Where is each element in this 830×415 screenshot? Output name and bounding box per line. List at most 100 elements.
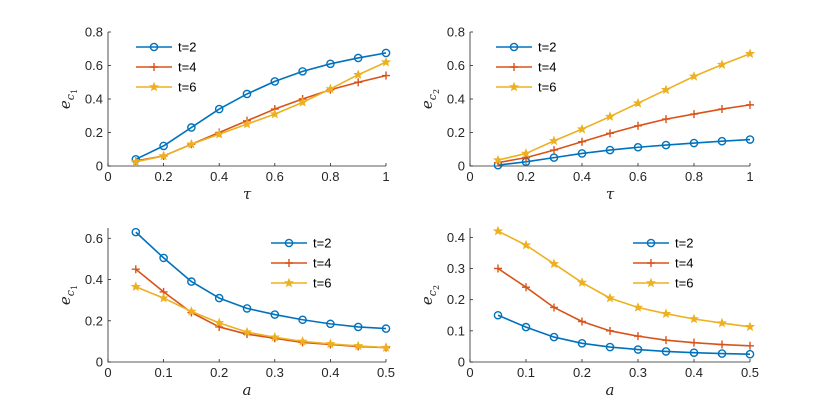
- data-point: [716, 317, 728, 328]
- data-point: [577, 339, 587, 348]
- series-line: [497, 53, 751, 161]
- legend-label: t=6: [313, 276, 331, 291]
- data-point: [354, 78, 363, 87]
- x-tick-label: 0.5: [741, 365, 759, 380]
- x-tick-label: 0.8: [685, 169, 703, 184]
- y-tick-label: 0.6: [85, 58, 103, 73]
- legend-box: [627, 234, 701, 294]
- x-tick-label: 0.2: [573, 365, 591, 380]
- x-axis-label: τ: [243, 185, 252, 203]
- data-point: [717, 349, 727, 358]
- y-tick-label: 0.2: [85, 125, 103, 140]
- data-point: [604, 111, 616, 121]
- legend: t=2 t=4 t=6: [627, 234, 701, 294]
- data-point: [159, 141, 168, 151]
- data-point: [241, 118, 253, 129]
- data-point: [158, 150, 169, 161]
- y-tick-label: 0.8: [447, 25, 465, 40]
- legend-marker: [283, 277, 295, 288]
- data-point: [326, 59, 335, 69]
- x-axis-label: a: [606, 381, 615, 399]
- data-point: [688, 313, 700, 324]
- series-t=4: [494, 264, 754, 350]
- x-tick-label: 0.1: [155, 365, 173, 380]
- data-point: [718, 105, 726, 114]
- legend-box: [490, 38, 564, 98]
- series-line: [135, 268, 387, 349]
- data-point: [604, 292, 616, 303]
- x-tick-label: 0: [466, 365, 473, 380]
- data-point: [605, 342, 615, 352]
- data-point: [353, 322, 363, 332]
- series-t=6: [492, 48, 756, 165]
- legend-label: t=4: [675, 256, 693, 271]
- data-point: [269, 108, 280, 119]
- data-point: [297, 97, 308, 107]
- series-t=4: [494, 100, 754, 167]
- data-point: [353, 69, 364, 80]
- subplot-1: 0 0.2 0.4 0.6 0.8 1 0 0.2 0.4 0.6 0.8 τ ec1 t=2 t=4 t=6: [56, 25, 392, 203]
- data-point: [297, 336, 308, 346]
- x-tick-label: 0.3: [266, 365, 284, 380]
- data-point: [186, 138, 197, 149]
- subplot-4: 0 0.1 0.2 0.3 0.4 0.500.10.20.30.4aec2t=2t=4t…: [418, 225, 759, 399]
- legend-marker: [510, 63, 518, 71]
- legend-box: [130, 38, 204, 98]
- legend-label: t=2: [538, 40, 556, 55]
- data-point: [214, 128, 225, 139]
- data-point: [520, 148, 532, 158]
- data-point: [494, 264, 502, 273]
- data-point: [548, 258, 560, 269]
- legend-label: t=4: [538, 60, 556, 75]
- axes-lines: [107, 228, 386, 363]
- data-point: [381, 324, 391, 333]
- series-line: [135, 52, 387, 161]
- data-point: [717, 136, 727, 146]
- y-tick-label: 0.4: [447, 230, 465, 245]
- series-t=6: [130, 281, 392, 352]
- data-point: [550, 146, 558, 155]
- data-point: [241, 326, 253, 337]
- x-tick-label: 0.8: [321, 169, 339, 184]
- data-point: [688, 71, 700, 81]
- data-point: [214, 317, 225, 328]
- x-tick-label: 0.1: [517, 365, 535, 380]
- data-point: [605, 145, 615, 155]
- data-point: [214, 104, 224, 114]
- series-line: [135, 231, 387, 330]
- legend-marker: [148, 81, 160, 92]
- data-point: [578, 317, 586, 326]
- x-axis-label: τ: [606, 185, 615, 203]
- legend-label: t=6: [538, 80, 556, 95]
- y-tick-label: 0.6: [85, 231, 103, 246]
- legend-label: t=4: [313, 256, 331, 271]
- series-t=2: [131, 227, 391, 333]
- x-tick-label: 0: [104, 365, 111, 380]
- y-tick-label: 0.2: [447, 125, 465, 140]
- data-point: [270, 77, 280, 86]
- legend-marker: [508, 81, 520, 92]
- legend-marker: [645, 277, 657, 288]
- data-point: [606, 129, 614, 138]
- legend: t=2 t=4 t=6: [265, 234, 339, 294]
- data-point: [744, 48, 756, 59]
- data-point: [492, 154, 504, 165]
- data-point: [576, 277, 588, 287]
- data-point: [382, 71, 390, 80]
- x-tick-label: 0.2: [210, 365, 228, 380]
- x-tick-label: 1: [382, 169, 389, 184]
- series-t=2: [493, 135, 755, 170]
- x-tick-label: 0.4: [210, 169, 228, 184]
- series-line: [497, 104, 751, 164]
- data-point: [577, 149, 587, 158]
- subplot-2: 0 0.2 0.4 0.6 0.8 1 0 0.2 0.4 0.6 0.8 τ ec2 t=2 t=4 t=6: [418, 25, 756, 203]
- legend-box: [265, 234, 339, 294]
- data-point: [242, 89, 252, 99]
- data-point: [632, 302, 644, 312]
- legend-marker: [149, 42, 159, 52]
- series-t=6: [492, 225, 756, 332]
- x-tick-label: 0.3: [629, 365, 647, 380]
- data-point: [186, 306, 197, 316]
- series-t=4: [131, 265, 390, 352]
- y-tick-label: 0.3: [447, 261, 465, 276]
